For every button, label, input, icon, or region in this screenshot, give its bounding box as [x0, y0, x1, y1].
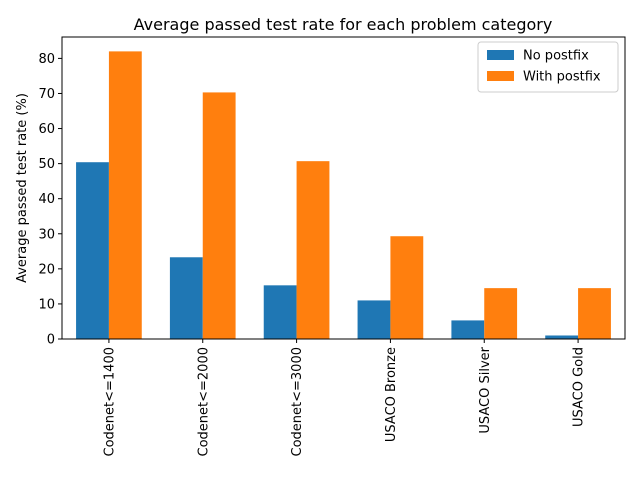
y-tick-label: 20	[38, 262, 55, 277]
legend-swatch	[487, 71, 514, 81]
legend: No postfix With postfix	[477, 41, 619, 93]
bar-with-postfix	[296, 161, 330, 339]
y-tick-label: 40	[38, 192, 55, 207]
bar-no-postfix	[76, 162, 109, 339]
bar-no-postfix	[169, 257, 203, 339]
legend-label: With postfix	[523, 70, 601, 85]
bar-no-postfix	[451, 320, 485, 339]
y-tick-label: 60	[38, 122, 55, 137]
bars-layer	[76, 51, 611, 339]
x-tick-label: Codenet<=3000	[290, 347, 305, 456]
bar-with-postfix	[202, 92, 236, 339]
bar-with-postfix	[390, 236, 424, 339]
y-tick-label: 0	[47, 333, 55, 348]
x-tick-label: Codenet<=1400	[102, 347, 117, 456]
y-tick-label: 10	[38, 297, 55, 312]
bar-with-postfix	[484, 288, 518, 339]
bar-no-postfix	[263, 285, 297, 339]
legend-label: No postfix	[523, 49, 589, 64]
x-tick-label: Codenet<=2000	[196, 347, 211, 456]
x-tick-label: USACO Silver	[478, 346, 493, 433]
bar-no-postfix	[357, 300, 391, 339]
bar-no-postfix	[545, 335, 579, 339]
chart-title: Average passed test rate for each proble…	[134, 15, 553, 34]
plot-frame	[61, 36, 626, 340]
y-tick-label: 30	[38, 227, 55, 242]
bar-with-postfix	[108, 51, 142, 339]
y-axis-label: Average passed test rate (%)	[15, 93, 30, 283]
y-axis: 0 10 20 30 40 50 60 70 80	[38, 52, 62, 348]
x-tick-label: USACO Bronze	[384, 347, 399, 442]
y-tick-label: 70	[38, 87, 55, 102]
bar-with-postfix	[578, 288, 611, 339]
legend-swatch	[487, 50, 514, 60]
y-tick-label: 50	[38, 157, 55, 172]
x-axis: Codenet<=1400 Codenet<=2000 Codenet<=3000 U…	[102, 339, 587, 456]
x-tick-label: USACO Gold	[572, 347, 587, 427]
y-tick-label: 80	[38, 52, 55, 67]
